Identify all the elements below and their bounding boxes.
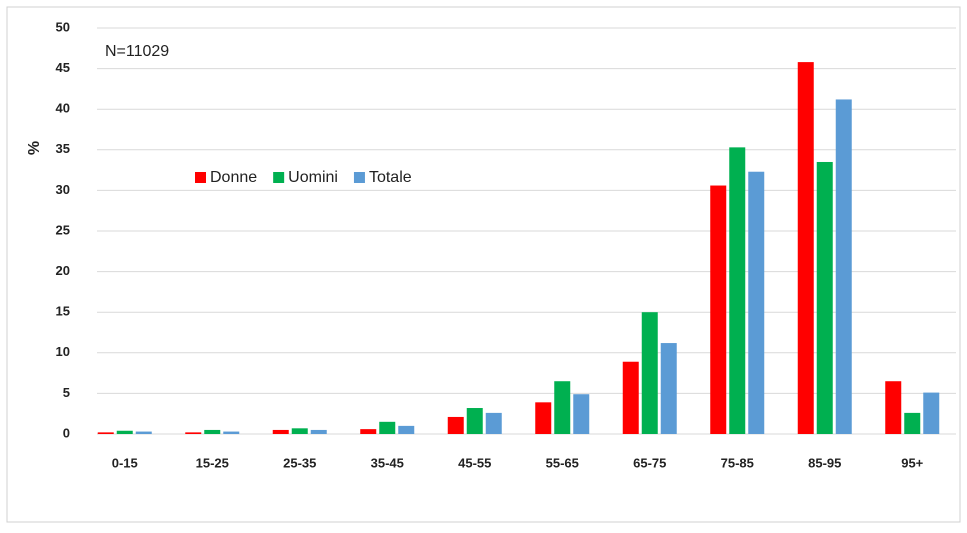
bar (398, 425, 415, 434)
y-tick-label: 40 (56, 101, 70, 116)
bar (447, 416, 464, 434)
bar (272, 429, 289, 434)
legend-label: Donne (210, 169, 257, 186)
bar (223, 431, 240, 434)
legend-swatch (353, 172, 365, 183)
bar (135, 431, 152, 434)
y-tick-label: 50 (56, 19, 70, 34)
y-tick-label: 45 (56, 60, 70, 75)
bar (835, 99, 852, 435)
bar (729, 147, 746, 434)
y-tick-label: 5 (63, 385, 70, 400)
bar (660, 343, 677, 434)
bar (310, 429, 327, 434)
bar (816, 161, 833, 435)
bar (748, 171, 765, 434)
bar (360, 429, 377, 434)
y-tick-label: 30 (56, 182, 70, 197)
x-tick-label: 0-15 (112, 455, 138, 470)
bar (641, 312, 658, 434)
y-tick-label: 10 (56, 344, 70, 359)
bar (710, 185, 727, 434)
bar (573, 394, 590, 434)
bar (904, 412, 921, 434)
bar (204, 429, 221, 434)
bar (379, 421, 396, 434)
legend-label: Totale (369, 169, 412, 186)
x-tick-label: 55-65 (546, 455, 579, 470)
bar (116, 430, 133, 434)
bar (535, 402, 552, 434)
x-tick-label: 65-75 (633, 455, 666, 470)
bar (97, 432, 114, 434)
bar (466, 408, 483, 434)
x-tick-label: 25-35 (283, 455, 316, 470)
x-tick-label: 15-25 (196, 455, 229, 470)
legend-swatch (273, 172, 285, 183)
y-axis-label: % (26, 141, 43, 155)
x-tick-label: 45-55 (458, 455, 491, 470)
y-tick-label: 20 (56, 263, 70, 278)
bar (485, 412, 502, 434)
bar (923, 392, 940, 434)
y-tick-label: 25 (56, 222, 70, 237)
legend-label: Uomini (288, 169, 338, 186)
bar (185, 432, 202, 434)
bar (554, 381, 571, 434)
bar (622, 361, 639, 434)
x-tick-label: 75-85 (721, 455, 754, 470)
bar (291, 428, 308, 434)
y-tick-label: 15 (56, 304, 70, 319)
y-tick-label: 35 (56, 141, 70, 156)
bar (885, 381, 902, 434)
bar (797, 62, 814, 434)
x-tick-label: 95+ (901, 455, 923, 470)
y-tick-label: 0 (63, 425, 70, 440)
legend-swatch (195, 172, 206, 183)
x-tick-label: 85-95 (808, 455, 841, 470)
x-tick-label: 35-45 (371, 455, 404, 470)
annotation: N=11029 (105, 43, 169, 60)
